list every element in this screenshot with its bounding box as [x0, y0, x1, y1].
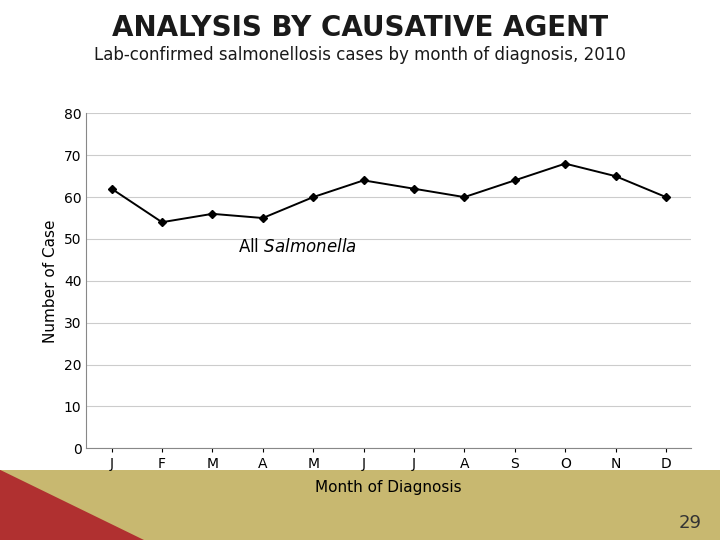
Y-axis label: Number of Case: Number of Case [43, 219, 58, 342]
X-axis label: Month of Diagnosis: Month of Diagnosis [315, 480, 462, 495]
Polygon shape [0, 470, 144, 540]
Text: 29: 29 [679, 514, 702, 531]
Text: All $\it{Salmonella}$: All $\it{Salmonella}$ [238, 238, 356, 256]
Text: Lab-confirmed salmonellosis cases by month of diagnosis, 2010: Lab-confirmed salmonellosis cases by mon… [94, 46, 626, 64]
Text: ANALYSIS BY CAUSATIVE AGENT: ANALYSIS BY CAUSATIVE AGENT [112, 14, 608, 42]
